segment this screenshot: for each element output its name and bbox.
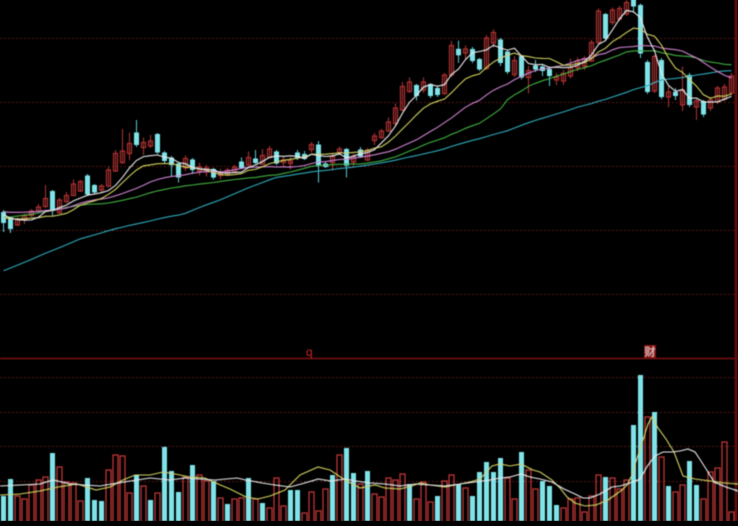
svg-text:财: 财 xyxy=(645,345,656,359)
svg-text:q: q xyxy=(306,345,313,359)
